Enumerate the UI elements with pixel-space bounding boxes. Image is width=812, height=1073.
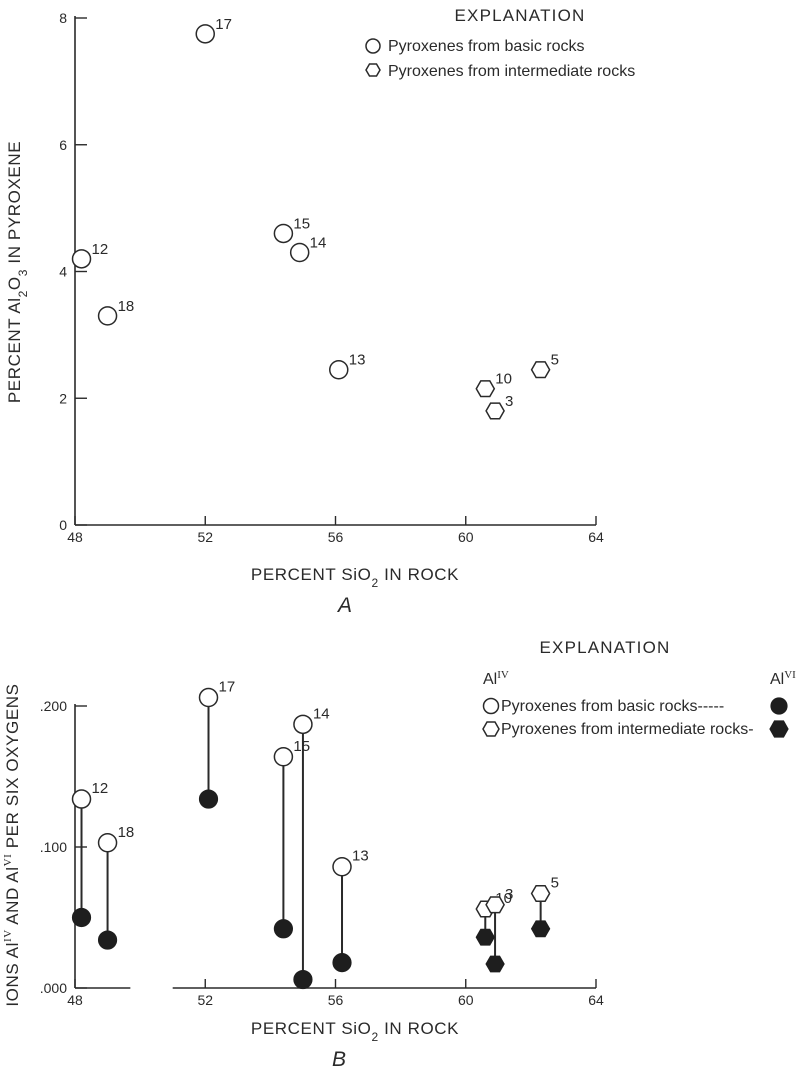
basic-rock-point xyxy=(97,306,118,326)
x-tick-label: 48 xyxy=(67,992,83,1008)
x-tick-label: 56 xyxy=(328,529,344,545)
point-label: 5 xyxy=(551,352,559,369)
intermediate-rock-point xyxy=(530,361,551,379)
intermediate-rock-point xyxy=(475,380,496,398)
panel-a-label: A xyxy=(336,594,352,617)
point-label: 3 xyxy=(505,886,513,903)
intermediate-rock-point xyxy=(485,402,505,420)
al-iv-point xyxy=(530,884,551,903)
y-tick-label: 2 xyxy=(59,390,67,406)
panel-b-axes: 48 52 56 60 64 .000 .100 .200 xyxy=(40,698,604,1008)
point-label: 13 xyxy=(349,352,366,369)
al-iv-point xyxy=(332,856,352,877)
y-tick-label: .000 xyxy=(40,980,67,996)
basic-rock-point xyxy=(71,249,92,269)
y-tick-label: 6 xyxy=(59,137,67,153)
y-tick-label: 8 xyxy=(59,10,67,26)
panel-b-legend: EXPLANATION AlIV AlVI Pyroxenes from bas… xyxy=(482,638,796,738)
panel-a-y-axis-title: PERCENT Al2O3 IN PYROXENE xyxy=(5,141,30,403)
point-label: 3 xyxy=(505,393,513,410)
panel-a-axes: 48 52 56 60 64 0 2 4 6 8 xyxy=(59,10,604,545)
point-label: 15 xyxy=(293,215,310,232)
x-tick-label: 64 xyxy=(588,992,604,1008)
y-tick-label: .100 xyxy=(40,839,67,855)
al-vi-point xyxy=(485,955,505,973)
panel-b-legend-title: EXPLANATION xyxy=(540,638,671,657)
panel-b-label: B xyxy=(332,1048,346,1071)
al-vi-point xyxy=(475,928,495,946)
panel-a-legend: EXPLANATION Pyroxenes from basic rocks P… xyxy=(365,6,635,80)
point-label: 10 xyxy=(495,371,512,388)
point-label: 17 xyxy=(215,16,232,33)
al-iv-point xyxy=(97,833,118,853)
legend-hexagon-icon xyxy=(482,721,500,737)
legend-filled-hexagon-icon xyxy=(769,720,789,738)
x-tick-label: 64 xyxy=(588,529,604,545)
panel-b-legend-al-vi-header: AlVI xyxy=(770,669,796,688)
x-tick-label: 52 xyxy=(197,992,213,1008)
point-label: 15 xyxy=(293,738,310,755)
al-vi-point xyxy=(293,969,313,990)
point-label: 14 xyxy=(310,234,327,251)
panel-b-legend-al-iv-header: AlIV xyxy=(483,669,509,688)
al-iv-point xyxy=(293,714,313,735)
panel-b-y-axis-title: IONS AlIV AND AlVI PER SIX OXYGENS xyxy=(2,683,22,1006)
point-label: 18 xyxy=(118,824,135,841)
panel-b-stems xyxy=(80,697,542,980)
panel-b: IONS AlIV AND AlVI PER SIX OXYGENS 48 52 5… xyxy=(2,638,796,1071)
panel-a-legend-intermediate: Pyroxenes from intermediate rocks xyxy=(388,63,635,80)
al-vi-point xyxy=(97,930,118,950)
panel-a-x-axis-title: PERCENT SiO2 IN ROCK xyxy=(251,565,459,590)
point-label: 5 xyxy=(551,875,559,892)
point-label: 14 xyxy=(313,705,330,722)
legend-filled-circle-icon xyxy=(770,697,788,715)
basic-rock-point xyxy=(329,359,349,380)
y-tick-label: .200 xyxy=(40,698,67,714)
y-tick-label: 4 xyxy=(59,264,67,280)
panel-a-legend-title: EXPLANATION xyxy=(455,6,586,25)
panel-a: PERCENT Al2O3 IN PYROXENE 48 52 56 60 64 0 2 4 6… xyxy=(5,6,635,617)
legend-circle-icon xyxy=(482,697,500,715)
al-vi-point xyxy=(198,789,219,809)
x-tick-label: 48 xyxy=(67,529,83,545)
al-iv-point xyxy=(198,687,219,708)
al-vi-point xyxy=(71,907,92,928)
basic-rock-point xyxy=(195,24,215,44)
point-label: 13 xyxy=(352,848,369,865)
al-iv-point xyxy=(485,896,505,914)
al-iv-point xyxy=(71,789,92,809)
x-tick-label: 60 xyxy=(458,529,474,545)
al-iv-point xyxy=(273,747,294,767)
panel-b-legend-basic: Pyroxenes from basic rocks----- xyxy=(501,698,724,715)
al-vi-point xyxy=(530,920,551,938)
point-label: 12 xyxy=(92,241,109,258)
panel-a-legend-basic: Pyroxenes from basic rocks xyxy=(388,38,585,55)
point-label: 12 xyxy=(92,780,109,797)
panel-b-legend-intermediate: Pyroxenes from intermediate rocks- xyxy=(501,721,754,738)
legend-circle-icon xyxy=(365,38,381,54)
x-tick-label: 56 xyxy=(328,992,344,1008)
al-vi-point xyxy=(332,953,352,973)
x-tick-label: 60 xyxy=(458,992,474,1008)
x-tick-label: 52 xyxy=(197,529,213,545)
y-tick-label: 0 xyxy=(59,517,67,533)
legend-hexagon-icon xyxy=(365,63,381,77)
basic-rock-point xyxy=(289,242,310,263)
al-vi-point xyxy=(273,919,293,939)
point-label: 18 xyxy=(118,298,135,315)
basic-rock-point xyxy=(273,223,294,244)
panel-b-x-axis-title: PERCENT SiO2 IN ROCK xyxy=(251,1019,459,1044)
point-label: 17 xyxy=(219,679,236,696)
